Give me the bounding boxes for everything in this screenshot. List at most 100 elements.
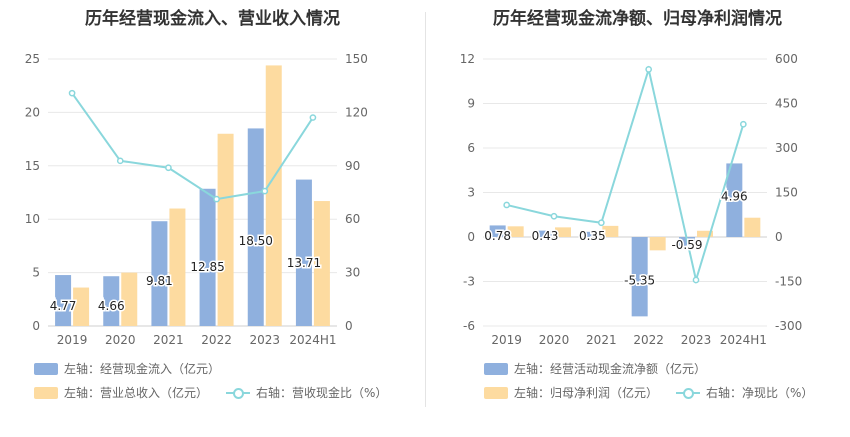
legend-swatch bbox=[34, 362, 58, 375]
y-left-tick-label: 6 bbox=[467, 141, 475, 155]
line-point bbox=[645, 66, 653, 73]
chart-panel-netcash-profit: 历年经营现金流净额、归母净利润情况 -6 -3 0 3 6 9 12 -300 -150 0 150… bbox=[425, 0, 850, 437]
bar-data-label: 0.35 bbox=[579, 229, 606, 243]
bar-primary bbox=[537, 230, 553, 237]
bar-primary bbox=[295, 179, 312, 326]
legend-item[interactable]: 左轴：营业总收入（亿元） bbox=[34, 384, 208, 401]
line-point bbox=[309, 114, 317, 121]
legend-item[interactable]: 左轴：经营现金流入（亿元） bbox=[34, 360, 220, 377]
x-tick-label: 2022 bbox=[633, 333, 664, 347]
y-left-tick-label: 0 bbox=[467, 230, 475, 244]
bar-secondary bbox=[507, 226, 524, 237]
y-left-tick-label: -3 bbox=[463, 275, 475, 289]
line-point bbox=[503, 201, 511, 209]
bar-data-label: 18.50 bbox=[239, 234, 273, 248]
legend-swatch bbox=[484, 362, 508, 375]
bar-data-label: 12.85 bbox=[190, 260, 224, 274]
chart-netcash-profit: -6 -3 0 3 6 9 12 -300 -150 0 150 300 450 600 2019 2020 2… bbox=[460, 52, 803, 347]
y-left-tick-label: 25 bbox=[25, 52, 40, 66]
bar-primary bbox=[55, 275, 72, 326]
y-left-tick-label: 3 bbox=[467, 186, 475, 200]
y-left-tick-label: 20 bbox=[25, 105, 40, 119]
y-right-tick-label: 90 bbox=[345, 159, 360, 173]
bar-secondary bbox=[265, 65, 282, 327]
line-point bbox=[597, 219, 605, 227]
legend-item[interactable]: 左轴：经营活动现金流净额（亿元） bbox=[484, 360, 706, 377]
legend-swatch bbox=[226, 387, 251, 399]
line-point bbox=[68, 89, 76, 97]
bar-primary bbox=[103, 276, 120, 326]
y-right-tick-label: 0 bbox=[775, 230, 783, 244]
y-right-tick-label: 600 bbox=[775, 52, 798, 66]
y-right-tick-label: -300 bbox=[775, 319, 802, 333]
bar-secondary bbox=[555, 227, 571, 237]
y-right-tick-label: 150 bbox=[345, 52, 368, 66]
legend-swatch bbox=[34, 386, 58, 399]
y-left-tick-label: 5 bbox=[32, 266, 40, 280]
line-point bbox=[165, 164, 172, 172]
chart-title: 历年经营现金流入、营业收入情况 bbox=[85, 9, 340, 29]
y-left-tick-label: 12 bbox=[460, 52, 475, 66]
bar-primary bbox=[631, 237, 648, 317]
bar-data-label: 9.81 bbox=[146, 274, 173, 288]
bar-secondary bbox=[697, 230, 713, 237]
x-tick-label: 2024H1 bbox=[720, 333, 767, 347]
legend-item[interactable]: 右轴：净现比（%） bbox=[676, 384, 813, 401]
bar-primary bbox=[489, 225, 506, 237]
y-right-tick-label: -150 bbox=[775, 275, 802, 289]
bar-data-label: 0.43 bbox=[532, 229, 559, 243]
bar-primary bbox=[247, 128, 264, 326]
legend-swatch bbox=[676, 387, 701, 399]
bar-data-label: 0.78 bbox=[484, 229, 511, 243]
bar-primary bbox=[584, 231, 601, 237]
legend-item[interactable]: 左轴：归母净利润（亿元） bbox=[484, 384, 658, 401]
y-left-tick-label: 15 bbox=[25, 159, 40, 173]
y-right-tick-label: 0 bbox=[345, 319, 353, 333]
bar-secondary bbox=[169, 208, 186, 326]
legend-label: 左轴：归母净利润（亿元） bbox=[514, 386, 659, 400]
line-point bbox=[739, 120, 747, 128]
bar-data-label: -0.59 bbox=[671, 238, 702, 252]
series-line bbox=[506, 65, 745, 284]
chart-cashflow-revenue: 0 5 10 15 20 25 0 30 60 90 120 150 2019 2020 2021 2022 2… bbox=[25, 52, 368, 347]
bar-secondary bbox=[313, 201, 330, 326]
chart-title: 历年经营现金流净额、归母净利润情况 bbox=[493, 9, 782, 29]
bar-data-label: 4.96 bbox=[721, 190, 748, 204]
chart-panel-cashflow-revenue: 历年经营现金流入、营业收入情况 0 5 10 15 20 25 0 30 60 90 120 150 2… bbox=[25, 9, 405, 401]
x-tick-label: 2020 bbox=[105, 333, 136, 347]
bar-primary bbox=[199, 188, 216, 326]
bar-secondary bbox=[602, 225, 619, 237]
legend-label: 左轴：营业总收入（亿元） bbox=[64, 386, 209, 400]
line-point bbox=[116, 157, 124, 165]
bar-primary bbox=[726, 163, 743, 237]
x-tick-label: 2020 bbox=[539, 333, 570, 347]
x-tick-label: 2019 bbox=[57, 333, 88, 347]
x-tick-label: 2019 bbox=[491, 333, 522, 347]
line-point bbox=[550, 212, 558, 220]
legend-item[interactable]: 右轴：营收现金比（%） bbox=[226, 384, 387, 401]
bar-secondary bbox=[73, 287, 90, 326]
y-right-tick-label: 30 bbox=[345, 266, 360, 280]
line-point bbox=[213, 195, 220, 203]
y-right-tick-label: 60 bbox=[345, 212, 360, 226]
bar-secondary bbox=[649, 237, 666, 251]
x-tick-label: 2024H1 bbox=[289, 333, 336, 347]
legend-label: 左轴：经营现金流入（亿元） bbox=[64, 362, 221, 376]
bar-secondary bbox=[121, 272, 138, 326]
legend-label: 左轴：经营活动现金流净额（亿元） bbox=[514, 362, 707, 376]
bar-data-label: 4.66 bbox=[98, 299, 125, 313]
y-left-tick-label: 9 bbox=[467, 97, 475, 111]
line-point bbox=[261, 187, 269, 195]
y-right-tick-label: 450 bbox=[775, 97, 798, 111]
legend-label: 右轴：净现比（%） bbox=[706, 386, 814, 400]
bar-secondary bbox=[744, 217, 761, 237]
y-left-tick-label: -6 bbox=[463, 319, 475, 333]
legend-row-1: 左轴：经营现金流入（亿元） bbox=[34, 360, 238, 377]
x-tick-label: 2023 bbox=[681, 333, 712, 347]
y-right-tick-label: 120 bbox=[345, 105, 368, 119]
x-tick-label: 2022 bbox=[201, 333, 232, 347]
bar-data-label: 13.71 bbox=[287, 256, 321, 270]
y-right-tick-label: 150 bbox=[775, 186, 798, 200]
legend-row-2: 左轴：营业总收入（亿元） 右轴：营收现金比（%） bbox=[34, 384, 405, 401]
y-left-tick-label: 10 bbox=[25, 212, 40, 226]
